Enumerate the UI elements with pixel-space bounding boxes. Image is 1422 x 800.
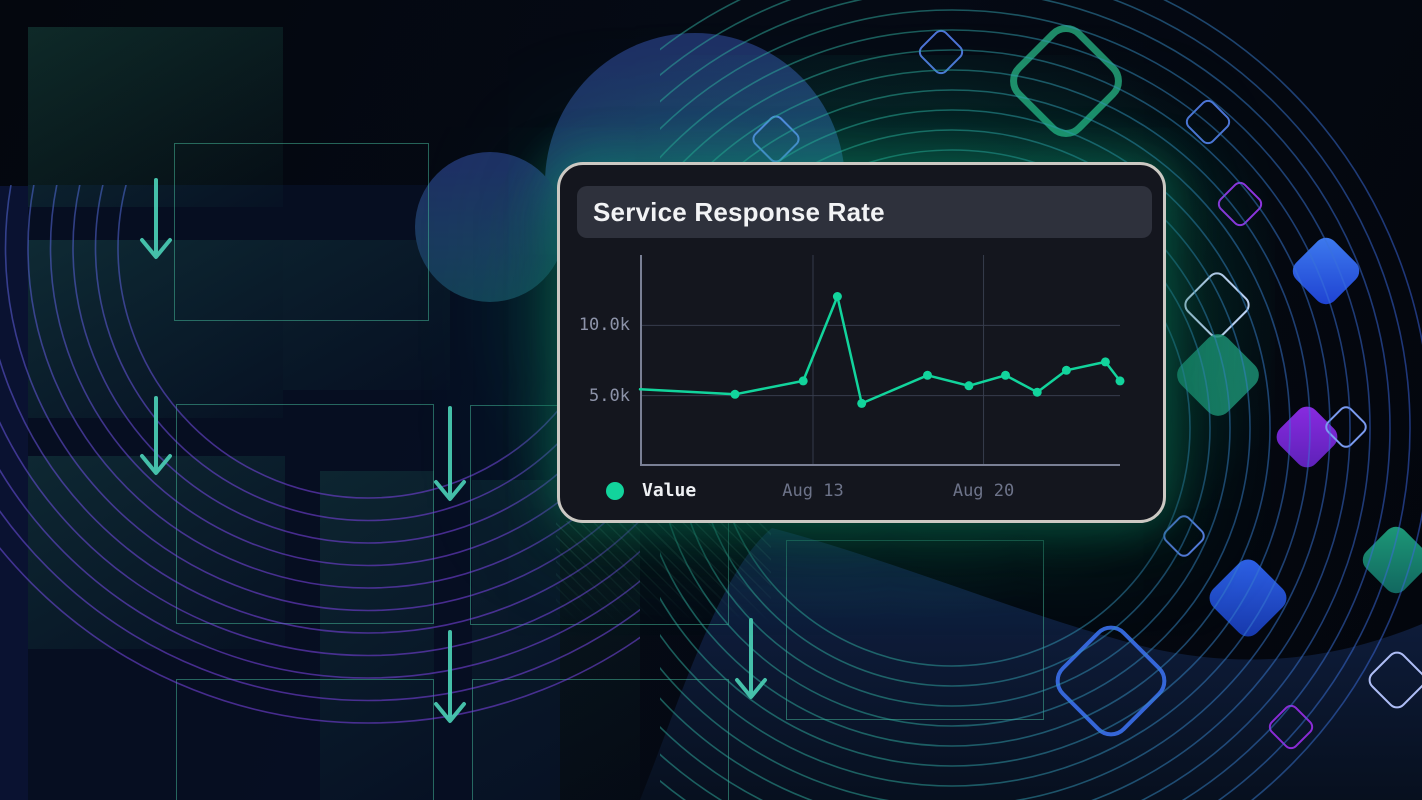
down-arrow-icon (434, 406, 466, 501)
line-chart (638, 255, 1125, 466)
mosaic-rect (320, 471, 434, 800)
outline-rect (472, 679, 729, 800)
outline-rect (176, 679, 434, 800)
outline-rect (176, 404, 434, 624)
mosaic-rect (28, 240, 283, 418)
x-axis-tick-label: Aug 13 (782, 481, 844, 501)
x-axis-tick-label: Aug 20 (952, 481, 1015, 501)
mosaic-rect (28, 27, 283, 207)
panel-card: Service Response Rate Value 10.0k 5.0k Aug… (557, 162, 1166, 523)
down-arrow-icon (140, 178, 172, 259)
outline-rect (786, 540, 1044, 720)
chart-plot-area (638, 255, 1125, 466)
down-arrow-icon (735, 618, 767, 699)
panel-title: Service Response Rate (593, 197, 885, 227)
legend: Value (606, 481, 696, 501)
mosaic-rect (472, 480, 640, 800)
legend-marker (606, 482, 624, 500)
down-arrow-icon (140, 396, 172, 475)
concentric-rings-left (0, 185, 640, 724)
panel-header: Service Response Rate (577, 186, 1152, 238)
legend-label: Value (642, 480, 697, 501)
mosaic-rect (283, 240, 450, 390)
y-axis-tick-label: 5.0k (589, 385, 630, 406)
down-arrow-icon (434, 630, 466, 723)
mosaic-rect (28, 456, 285, 649)
outline-rect (174, 143, 429, 321)
y-axis-tick-label: 10.0k (578, 315, 630, 336)
cloud-shape (415, 152, 565, 302)
